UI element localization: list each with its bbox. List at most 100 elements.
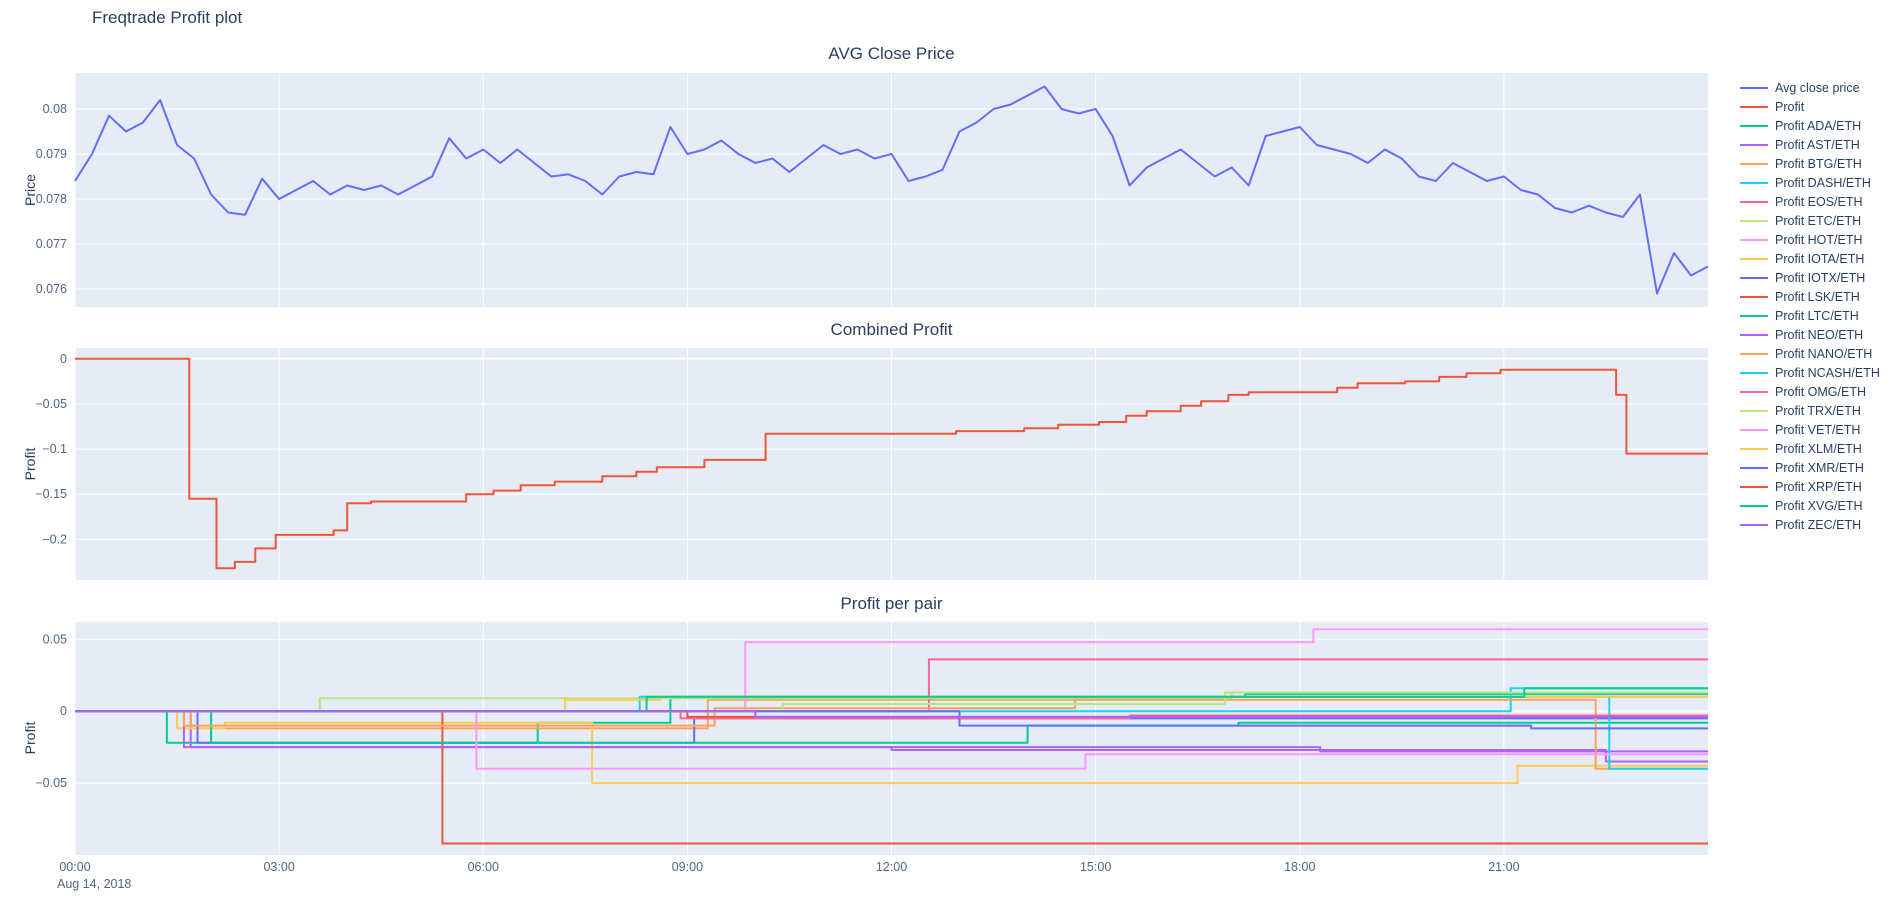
series-profit-nano-eth[interactable] bbox=[75, 698, 1708, 770]
legend-item-profit-iotx-eth[interactable]: Profit IOTX/ETH bbox=[1740, 268, 1880, 287]
x-tick-label: 15:00 bbox=[1079, 860, 1112, 874]
x-tick-label: 09:00 bbox=[671, 860, 704, 874]
series-profit-ada-eth[interactable] bbox=[75, 692, 1708, 744]
legend-item-profit-lsk-eth[interactable]: Profit LSK/ETH bbox=[1740, 287, 1880, 306]
legend-label: Profit XRP/ETH bbox=[1775, 479, 1862, 494]
x-tick-label: 03:00 bbox=[263, 860, 295, 874]
legend-line-swatch bbox=[1740, 390, 1768, 393]
y-tick-label: 0.08 bbox=[43, 102, 67, 116]
legend-item-profit-zec-eth[interactable]: Profit ZEC/ETH bbox=[1740, 515, 1880, 534]
avg-close-price-chart[interactable]: 0.076 0.077 0.078 0.079 0.08 bbox=[0, 73, 1896, 307]
legend-label: Profit XLM/ETH bbox=[1775, 441, 1862, 456]
x-tick-label: 18:00 bbox=[1284, 860, 1316, 874]
subplot-title-combined-profit: Combined Profit bbox=[830, 320, 953, 339]
x-tick-label: 00:00 bbox=[59, 860, 91, 874]
y-tick-label: −0.2 bbox=[42, 532, 67, 546]
legend-item-profit[interactable]: Profit bbox=[1740, 97, 1880, 116]
series-profit[interactable] bbox=[75, 357, 1708, 570]
legend-item-profit-eos-eth[interactable]: Profit EOS/ETH bbox=[1740, 192, 1880, 211]
legend-label: Profit BTG/ETH bbox=[1775, 156, 1862, 171]
legend-item-profit-vet-eth[interactable]: Profit VET/ETH bbox=[1740, 420, 1880, 439]
legend-line-swatch bbox=[1740, 295, 1768, 298]
y-tick-label: −0.05 bbox=[35, 397, 67, 411]
legend-label: Profit ADA/ETH bbox=[1775, 118, 1862, 133]
legend-item-profit-xrp-eth[interactable]: Profit XRP/ETH bbox=[1740, 477, 1880, 496]
legend-label: Profit XVG/ETH bbox=[1775, 498, 1863, 513]
legend-label: Profit TRX/ETH bbox=[1775, 403, 1861, 418]
legend-line-swatch bbox=[1740, 447, 1768, 450]
combined-profit-chart[interactable]: 0 −0.05 −0.1 −0.15 −0.2 bbox=[0, 348, 1896, 580]
legend-item-profit-xmr-eth[interactable]: Profit XMR/ETH bbox=[1740, 458, 1880, 477]
legend-label: Profit VET/ETH bbox=[1775, 422, 1861, 437]
legend-item-profit-nano-eth[interactable]: Profit NANO/ETH bbox=[1740, 344, 1880, 363]
legend-label: Profit bbox=[1775, 99, 1805, 114]
figure-title: Freqtrade Profit plot bbox=[92, 8, 243, 27]
legend-item-avg-close-price[interactable]: Avg close price bbox=[1740, 78, 1880, 97]
series-profit-xmr-eth[interactable] bbox=[75, 710, 1708, 730]
subplot-title-avg-close-price: AVG Close Price bbox=[828, 44, 955, 63]
y-tick-label: 0 bbox=[60, 352, 67, 366]
legend-item-profit-xlm-eth[interactable]: Profit XLM/ETH bbox=[1740, 439, 1880, 458]
legend-line-swatch bbox=[1740, 485, 1768, 488]
legend-line-swatch bbox=[1740, 162, 1768, 165]
series-profit-zec-eth[interactable] bbox=[75, 710, 1708, 718]
legend-label: Profit HOT/ETH bbox=[1775, 232, 1863, 247]
legend-line-swatch bbox=[1740, 409, 1768, 412]
legend-label: Profit LSK/ETH bbox=[1775, 289, 1860, 304]
legend-label: Profit IOTA/ETH bbox=[1775, 251, 1865, 266]
legend-line-swatch bbox=[1740, 523, 1768, 526]
legend-line-swatch bbox=[1740, 200, 1768, 203]
legend-line-swatch bbox=[1740, 238, 1768, 241]
legend-item-profit-ada-eth[interactable]: Profit ADA/ETH bbox=[1740, 116, 1880, 135]
y-tick-label: −0.1 bbox=[42, 442, 67, 456]
x-axis-tick-labels: 00:00 03:00 06:00 09:00 12:00 15:00 18:00 21:00 bbox=[0, 860, 1896, 876]
legend-item-profit-dash-eth[interactable]: Profit DASH/ETH bbox=[1740, 173, 1880, 192]
legend-line-swatch bbox=[1740, 314, 1768, 317]
legend-item-profit-trx-eth[interactable]: Profit TRX/ETH bbox=[1740, 401, 1880, 420]
legend-line-swatch bbox=[1740, 371, 1768, 374]
y-tick-label: 0.078 bbox=[36, 192, 67, 206]
legend-line-swatch bbox=[1740, 181, 1768, 184]
series-profit-iota-eth[interactable] bbox=[75, 710, 1708, 785]
y-tick-label: −0.15 bbox=[35, 487, 67, 501]
legend-item-profit-btg-eth[interactable]: Profit BTG/ETH bbox=[1740, 154, 1880, 173]
legend-label: Profit EOS/ETH bbox=[1775, 194, 1863, 209]
x-tick-label: 12:00 bbox=[875, 860, 908, 874]
legend-item-profit-xvg-eth[interactable]: Profit XVG/ETH bbox=[1740, 496, 1880, 515]
legend-line-swatch bbox=[1740, 257, 1768, 260]
x-axis-date-label: Aug 14, 2018 bbox=[57, 877, 132, 891]
x-tick-label: 06:00 bbox=[467, 860, 499, 874]
profit-per-pair-chart[interactable]: 0.05 0 −0.05 bbox=[0, 622, 1896, 855]
legend-label: Profit ETC/ETH bbox=[1775, 213, 1862, 228]
y-tick-label: 0.079 bbox=[36, 147, 67, 161]
legend-item-profit-ltc-eth[interactable]: Profit LTC/ETH bbox=[1740, 306, 1880, 325]
legend-label: Profit NEO/ETH bbox=[1775, 327, 1864, 342]
series-profit-ltc-eth[interactable] bbox=[75, 710, 1708, 744]
legend-label: Profit OMG/ETH bbox=[1775, 384, 1866, 399]
legend-label: Profit LTC/ETH bbox=[1775, 308, 1859, 323]
legend-label: Profit AST/ETH bbox=[1775, 137, 1860, 152]
legend-line-swatch bbox=[1740, 504, 1768, 507]
legend-line-swatch bbox=[1740, 105, 1768, 108]
legend-item-profit-hot-eth[interactable]: Profit HOT/ETH bbox=[1740, 230, 1880, 249]
y-tick-label: 0.076 bbox=[36, 282, 67, 296]
legend-item-profit-ast-eth[interactable]: Profit AST/ETH bbox=[1740, 135, 1880, 154]
series-avg-close-price[interactable] bbox=[74, 85, 1709, 295]
y-tick-label: 0.05 bbox=[43, 632, 67, 646]
y-tick-label: 0.077 bbox=[36, 237, 67, 251]
legend-item-profit-iota-eth[interactable]: Profit IOTA/ETH bbox=[1740, 249, 1880, 268]
y-tick-label: 0 bbox=[60, 704, 67, 718]
legend-label: Profit XMR/ETH bbox=[1775, 460, 1864, 475]
legend-item-profit-neo-eth[interactable]: Profit NEO/ETH bbox=[1740, 325, 1880, 344]
legend-label: Profit NCASH/ETH bbox=[1775, 365, 1880, 380]
x-tick-label: 21:00 bbox=[1488, 860, 1520, 874]
legend-item-profit-etc-eth[interactable]: Profit ETC/ETH bbox=[1740, 211, 1880, 230]
legend-item-profit-ncash-eth[interactable]: Profit NCASH/ETH bbox=[1740, 363, 1880, 382]
legend-line-swatch bbox=[1740, 276, 1768, 279]
legend-line-swatch bbox=[1740, 219, 1768, 222]
legend-line-swatch bbox=[1740, 466, 1768, 469]
legend-line-swatch bbox=[1740, 124, 1768, 127]
legend-item-profit-omg-eth[interactable]: Profit OMG/ETH bbox=[1740, 382, 1880, 401]
legend: Avg close price Profit Profit ADA/ETH Profi… bbox=[1740, 78, 1880, 534]
